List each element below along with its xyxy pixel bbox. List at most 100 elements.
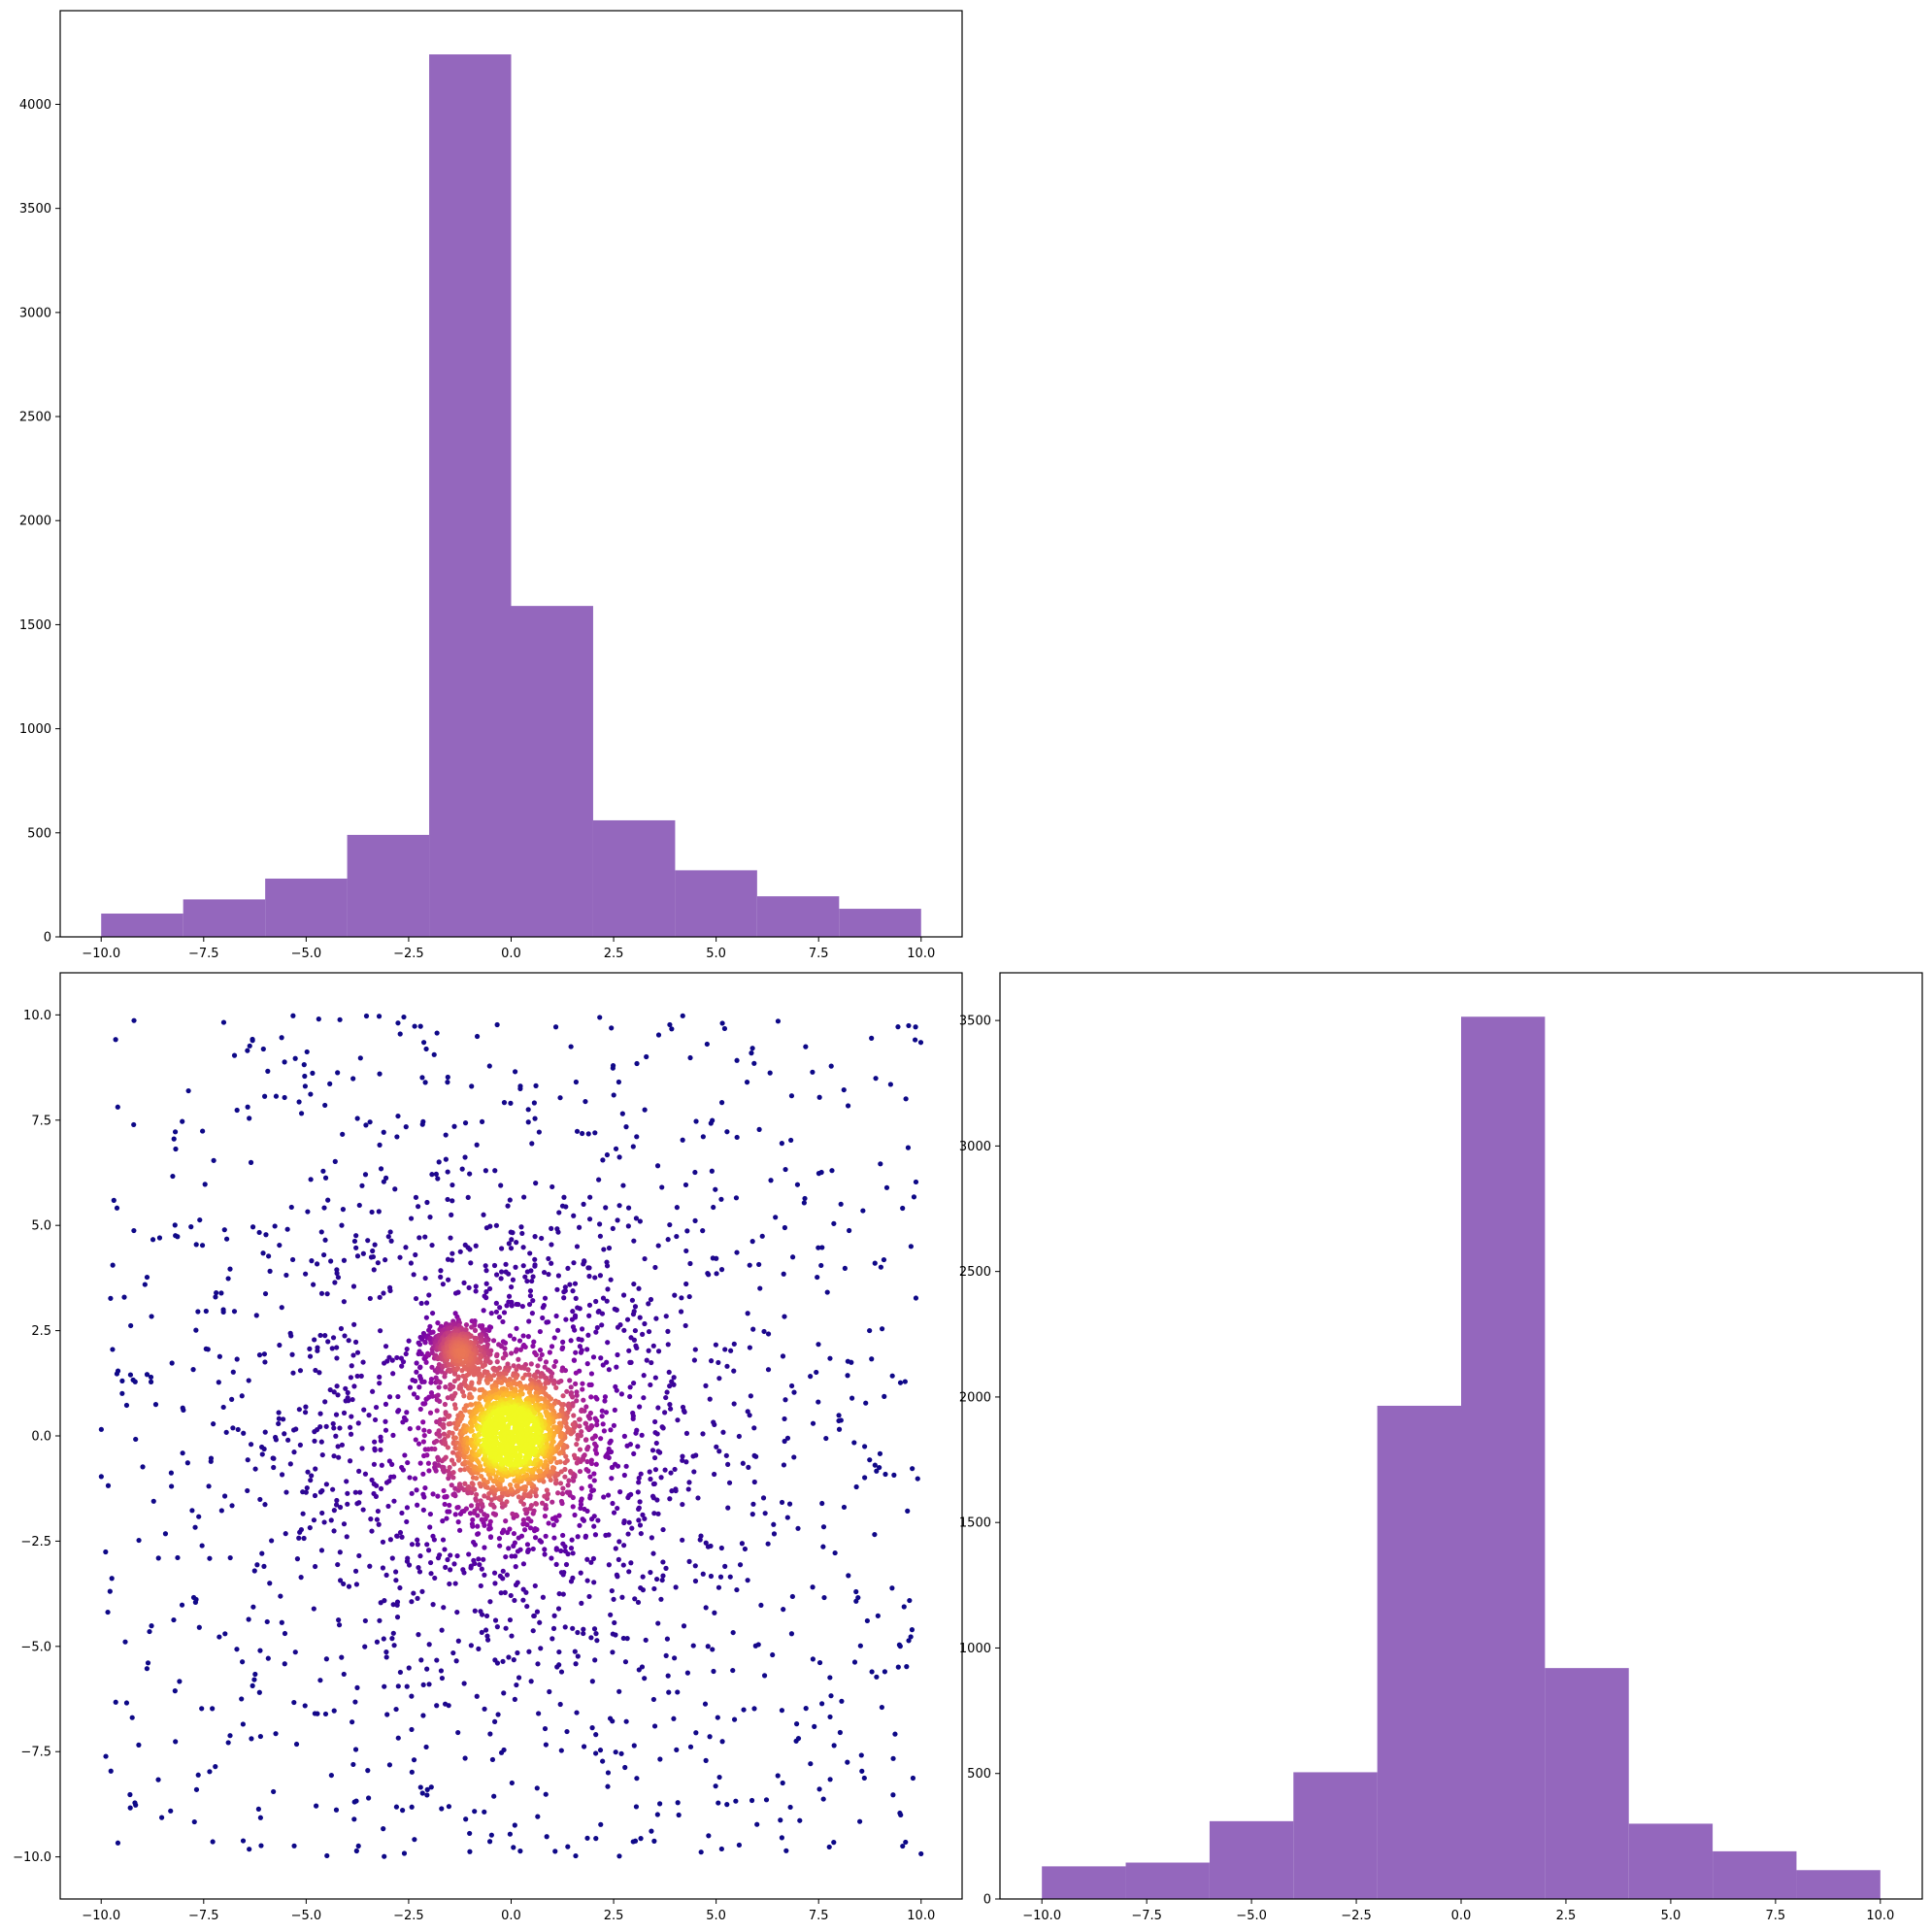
scatter-point (376, 1014, 383, 1019)
scatter-point (234, 1107, 240, 1114)
x-tick-label: −10.0 (82, 1909, 120, 1923)
scatter-point (353, 1582, 360, 1587)
scatter-point (616, 1556, 621, 1562)
scatter-point (337, 1504, 344, 1511)
scatter-point (325, 1339, 331, 1345)
scatter-point (543, 1791, 549, 1797)
scatter-point (531, 1410, 537, 1416)
scatter-point (572, 1327, 578, 1333)
scatter-point (506, 1410, 512, 1416)
scatter-point (703, 1382, 709, 1388)
scatter-point (441, 1416, 447, 1422)
scatter-point (820, 1796, 826, 1802)
scatter-point (323, 1423, 329, 1429)
scatter-point (293, 1426, 299, 1432)
scatter-point (471, 1557, 477, 1563)
scatter-point (874, 1468, 880, 1474)
scatter-point (567, 1468, 574, 1475)
scatter-point (418, 1300, 424, 1307)
scatter-point (532, 1526, 538, 1532)
scatter-point (260, 1250, 266, 1256)
scatter-point (532, 1234, 538, 1240)
scatter-point (526, 1372, 532, 1378)
scatter-point (476, 1531, 482, 1537)
scatter-point (549, 1242, 554, 1248)
scatter-point (297, 1368, 304, 1374)
scatter-point (750, 1326, 756, 1332)
scatter-point (462, 1481, 468, 1486)
scatter-point (420, 1471, 426, 1477)
scatter-point (500, 1568, 506, 1574)
scatter-point (533, 1083, 539, 1088)
scatter-point (195, 1772, 201, 1778)
scatter-point (614, 1387, 619, 1393)
scatter-point (395, 1735, 401, 1741)
scatter-point (637, 1499, 643, 1505)
scatter-point (315, 1348, 320, 1353)
scatter-point (551, 1424, 557, 1430)
scatter-point (571, 1357, 578, 1363)
scatter-point (311, 1606, 316, 1612)
scatter-point (581, 1630, 586, 1637)
scatter-point (690, 1453, 696, 1459)
scatter-point (407, 1384, 414, 1390)
scatter-point (435, 1392, 441, 1398)
scatter-point (487, 1518, 493, 1524)
scatter-point (385, 1234, 391, 1240)
x-tick-label: 5.0 (706, 947, 726, 961)
scatter-point (703, 1540, 709, 1546)
scatter-point (598, 1355, 604, 1361)
scatter-point (508, 1592, 514, 1599)
scatter-point (261, 1351, 268, 1357)
scatter-point (536, 1468, 542, 1474)
scatter-point (849, 1395, 855, 1401)
scatter-point (250, 1038, 255, 1044)
scatter-point (452, 1290, 459, 1296)
scatter-point (452, 1405, 458, 1412)
scatter-point (545, 1426, 551, 1432)
scatter-point (374, 1516, 381, 1522)
scatter-point (698, 1533, 704, 1539)
scatter-point (218, 1508, 224, 1514)
scatter-point (422, 1401, 428, 1407)
scatter-point (257, 1648, 263, 1653)
scatter-point (722, 1563, 728, 1569)
scatter-point (516, 1494, 522, 1500)
scatter-point (381, 1826, 386, 1832)
scatter-point (443, 1132, 449, 1138)
scatter-point (608, 1277, 614, 1282)
y-tick-label: 0 (44, 931, 51, 946)
scatter-point (623, 1718, 629, 1724)
scatter-point (378, 1434, 383, 1440)
scatter-point (603, 1205, 609, 1211)
scatter-point (621, 1518, 627, 1524)
scatter-point (408, 1260, 414, 1266)
scatter-point (330, 1420, 336, 1427)
scatter-point (838, 1201, 844, 1207)
scatter-point (897, 1810, 903, 1816)
scatter-point (591, 1441, 598, 1447)
scatter-point (447, 1464, 452, 1471)
scatter-point (498, 1276, 504, 1282)
scatter-point (524, 1472, 530, 1478)
scatter-point (119, 1378, 125, 1383)
scatter-point (468, 1503, 475, 1509)
scatter-point (491, 1570, 498, 1576)
scatter-point (524, 1542, 531, 1548)
scatter-point (424, 1666, 430, 1672)
scatter-point (787, 1804, 793, 1811)
scatter-point (445, 1196, 450, 1203)
scatter-point (479, 1516, 484, 1522)
scatter-point (693, 1730, 699, 1736)
scatter-point (601, 1428, 607, 1434)
scatter-point (775, 1773, 781, 1779)
scatter-point (486, 1063, 492, 1069)
scatter-point (459, 1166, 465, 1172)
scatter-point (405, 1459, 411, 1466)
scatter-point (501, 1416, 508, 1422)
scatter-point (333, 1433, 339, 1439)
scatter-point (257, 1733, 263, 1740)
scatter-point (441, 1605, 447, 1611)
scatter-point (524, 1431, 530, 1438)
y-tick-label: 5.0 (31, 1219, 51, 1234)
